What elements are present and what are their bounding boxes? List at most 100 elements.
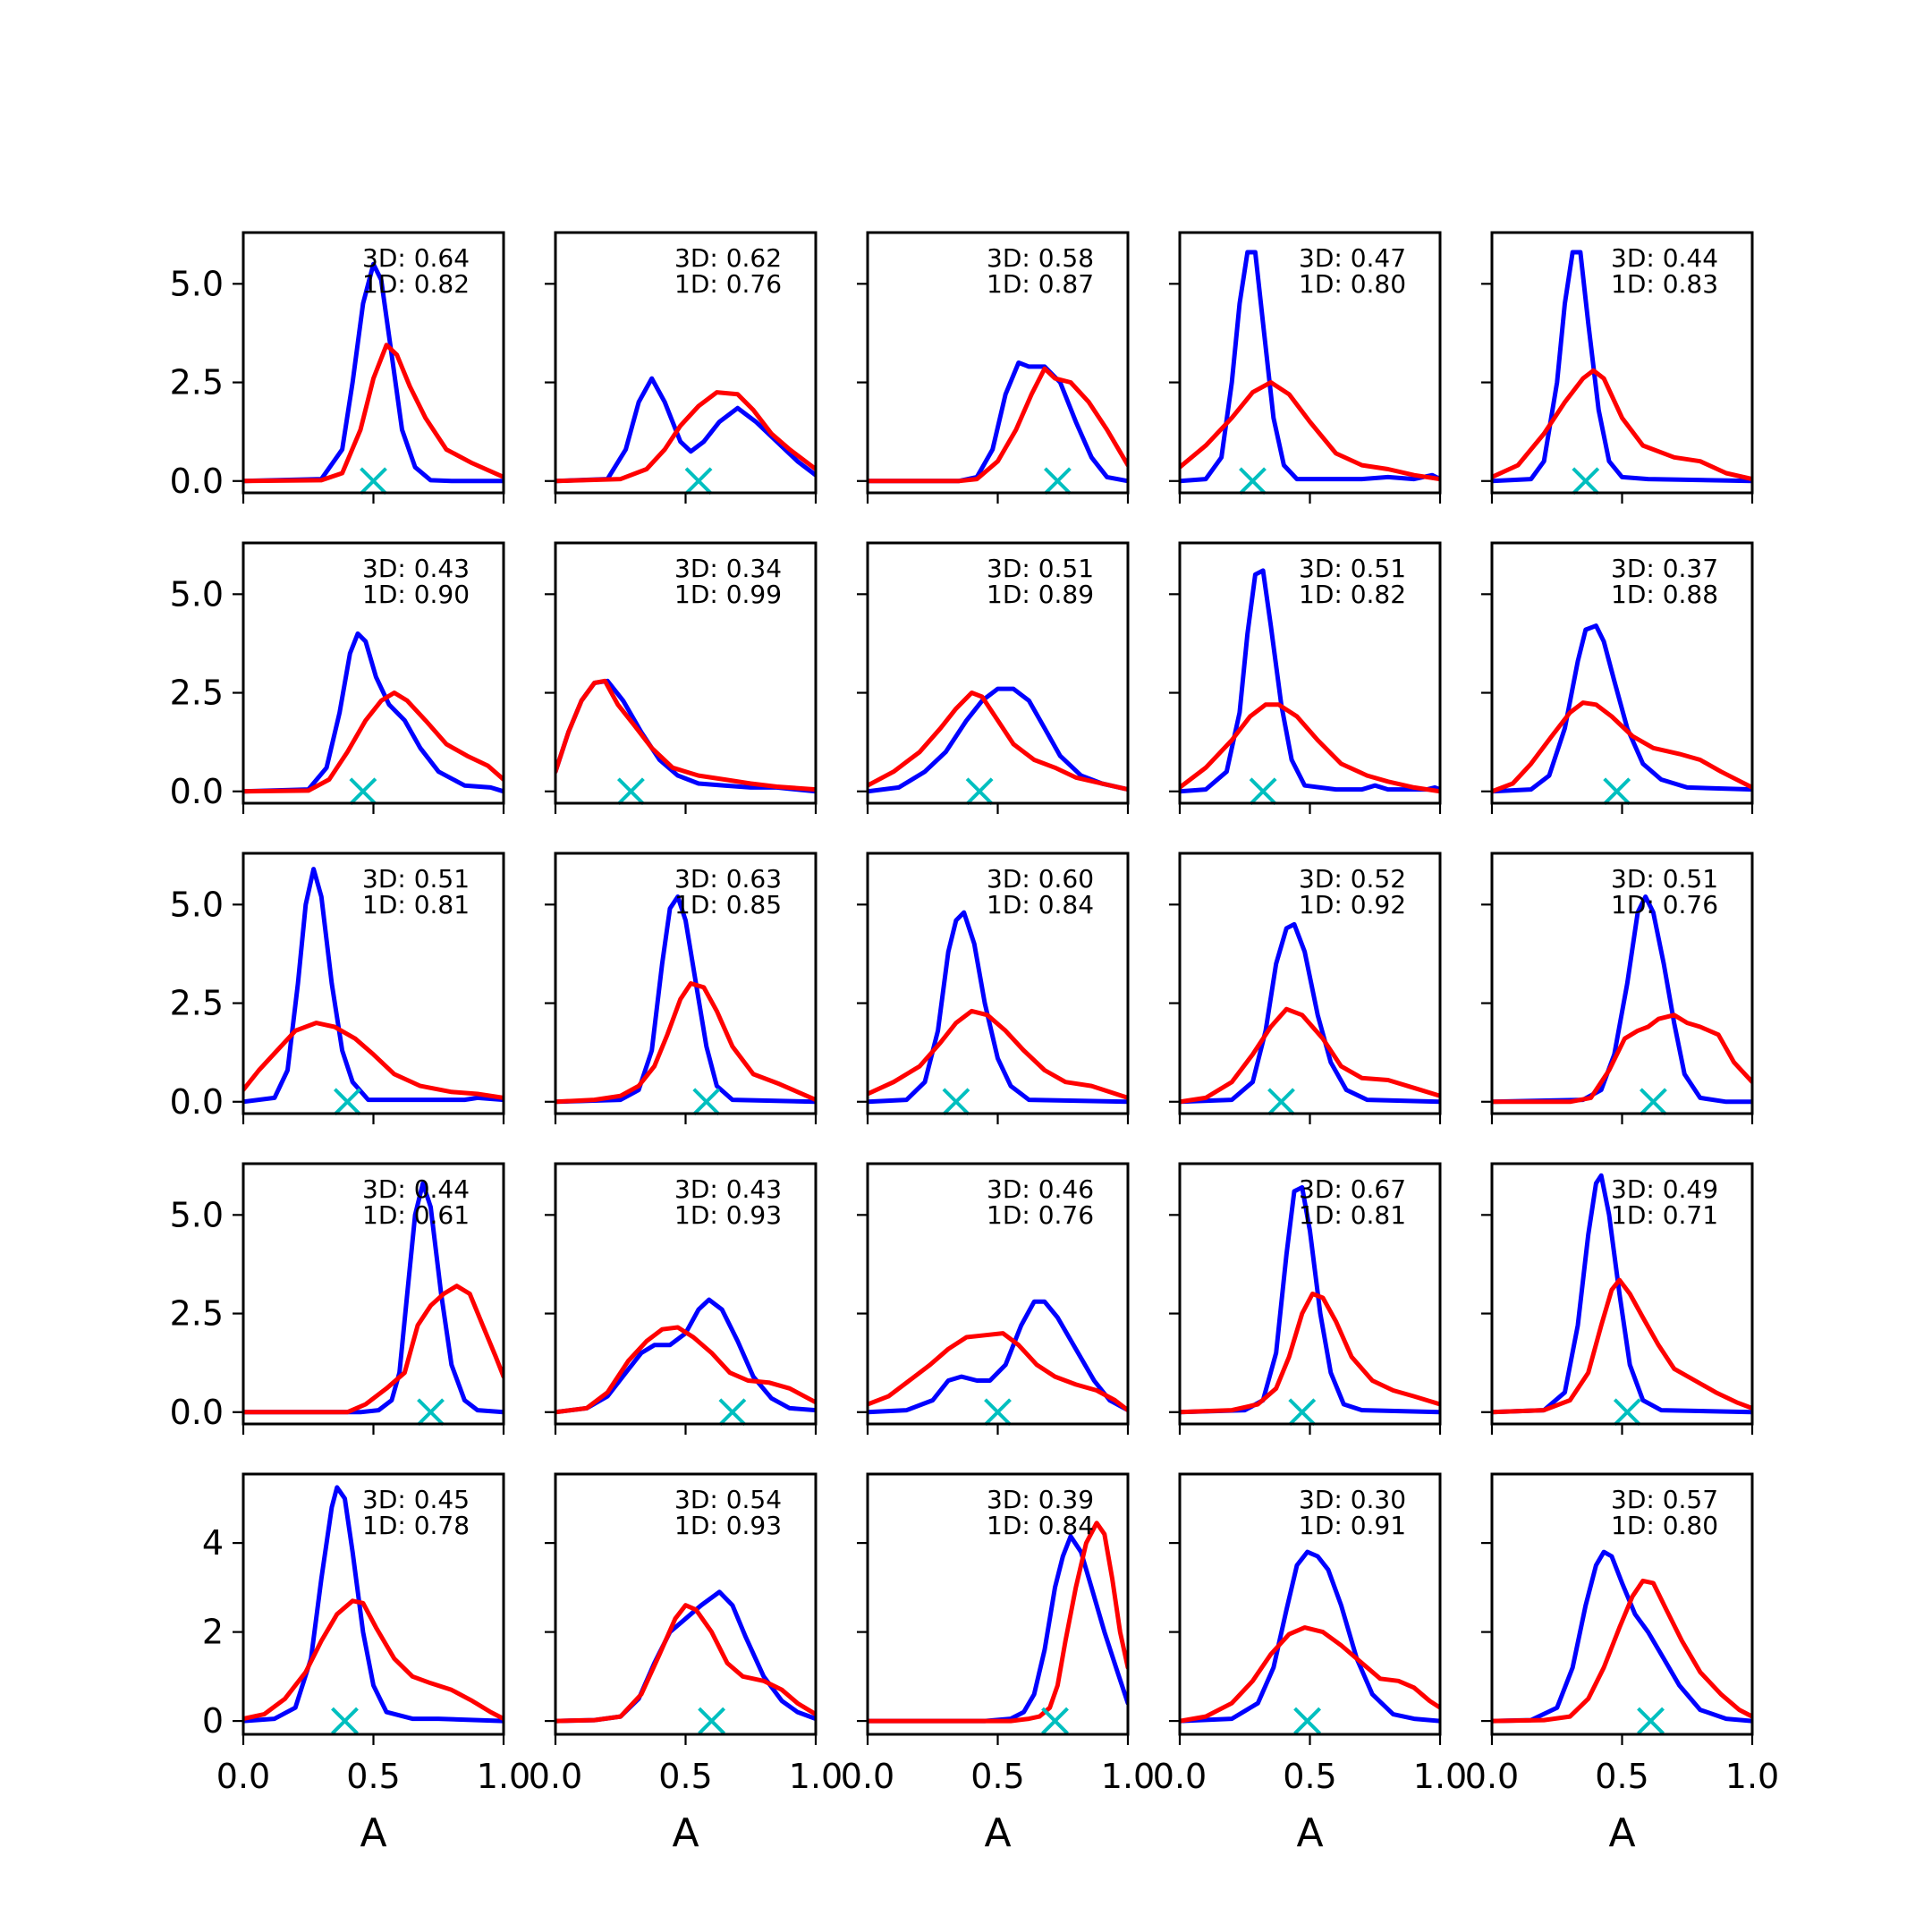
true-value-marker	[417, 1398, 445, 1427]
stat-3d: 3D: 0.34	[674, 554, 782, 583]
series-3d-line	[243, 261, 504, 484]
y-tick-label: 2.5	[170, 984, 224, 1023]
true-value-marker	[965, 777, 994, 806]
stat-3d: 3D: 0.57	[1611, 1485, 1718, 1514]
y-tick-label: 0	[202, 1701, 224, 1741]
x-axis-label: A	[1296, 1810, 1323, 1856]
stat-1d: 1D: 0.81	[1299, 1200, 1406, 1230]
curves	[555, 1589, 816, 1724]
series-1d-line	[868, 691, 1128, 792]
stat-3d: 3D: 0.49	[1611, 1174, 1718, 1204]
curves	[555, 376, 816, 484]
series-1d-line	[868, 1008, 1128, 1100]
y-tick-label: 2.5	[170, 1294, 224, 1334]
series-1d-line	[1492, 1578, 1752, 1724]
stat-3d: 3D: 0.51	[1611, 864, 1718, 894]
stat-1d: 1D: 0.91	[1299, 1511, 1406, 1540]
stat-3d: 3D: 0.64	[362, 243, 470, 273]
series-1d-line	[243, 343, 504, 484]
series-3d-line	[243, 1181, 504, 1415]
series-1d-line	[555, 390, 816, 484]
series-1d-line	[1180, 1292, 1440, 1415]
stat-1d: 1D: 0.90	[362, 580, 470, 609]
true-value-marker	[1288, 1398, 1317, 1427]
series-3d-line	[243, 631, 504, 794]
stat-1d: 1D: 0.61	[362, 1200, 470, 1230]
stat-1d: 1D: 0.81	[362, 890, 470, 919]
curves	[1180, 921, 1440, 1105]
true-value-marker	[1572, 467, 1600, 496]
true-value-marker	[360, 467, 387, 496]
series-1d-line	[1492, 1013, 1752, 1105]
y-tick-label: 5.0	[170, 1195, 224, 1234]
stat-3d: 3D: 0.63	[674, 864, 782, 894]
true-value-marker	[1041, 1707, 1069, 1735]
y-tick-label: 2.5	[170, 674, 224, 713]
stat-1d: 1D: 0.80	[1299, 269, 1406, 299]
series-3d-line	[243, 1485, 504, 1724]
series-1d-line	[243, 1598, 504, 1722]
series-1d-line	[1180, 380, 1440, 482]
x-axis-label: A	[1608, 1810, 1635, 1856]
true-value-marker	[333, 1088, 361, 1116]
true-value-marker	[698, 1707, 726, 1735]
stat-1d: 1D: 0.78	[362, 1511, 470, 1540]
series-1d-line	[868, 366, 1128, 484]
true-value-marker	[718, 1398, 747, 1427]
stat-1d: 1D: 0.93	[674, 1200, 782, 1230]
curves	[243, 261, 504, 484]
curves	[868, 686, 1128, 794]
series-1d-line	[243, 1284, 504, 1415]
series-1d-line	[1492, 700, 1752, 794]
series-1d-line	[243, 1021, 504, 1100]
stat-1d: 1D: 0.93	[674, 1511, 782, 1540]
stat-1d: 1D: 0.84	[987, 1511, 1094, 1540]
series-3d-line	[1492, 894, 1752, 1105]
curves	[868, 910, 1128, 1105]
y-tick-label: 2.5	[170, 363, 224, 402]
x-tick-label: 1.0	[789, 1757, 843, 1796]
x-tick-label: 0.0	[216, 1757, 270, 1796]
x-tick-label: 0.0	[529, 1757, 582, 1796]
series-3d-line	[1492, 1173, 1752, 1415]
stat-1d: 1D: 0.99	[674, 580, 782, 609]
stat-1d: 1D: 0.87	[987, 269, 1094, 299]
y-tick-label: 5.0	[170, 885, 224, 924]
true-value-marker	[1637, 1707, 1665, 1735]
stat-3d: 3D: 0.67	[1299, 1174, 1406, 1204]
true-value-marker	[1293, 1707, 1322, 1735]
y-tick-label: 4	[202, 1523, 224, 1563]
x-tick-label: 0.5	[1283, 1757, 1336, 1796]
curves	[555, 1297, 816, 1415]
y-tick-label: 0.0	[170, 1393, 224, 1432]
stat-3d: 3D: 0.47	[1299, 243, 1406, 273]
series-1d-line	[555, 1325, 816, 1415]
stat-3d: 3D: 0.37	[1611, 554, 1718, 583]
stat-1d: 1D: 0.80	[1611, 1511, 1718, 1540]
y-tick-label: 5.0	[170, 574, 224, 614]
curves	[868, 360, 1128, 484]
true-value-marker	[616, 777, 645, 806]
stat-3d: 3D: 0.60	[987, 864, 1094, 894]
y-tick-label: 0.0	[170, 772, 224, 811]
curves	[1492, 1549, 1752, 1724]
curves	[555, 678, 816, 794]
series-1d-line	[555, 678, 816, 792]
series-1d-line	[1180, 702, 1440, 794]
series-1d-line	[868, 1331, 1128, 1413]
stat-1d: 1D: 0.85	[674, 890, 782, 919]
x-tick-label: 0.5	[1595, 1757, 1648, 1796]
stat-1d: 1D: 0.76	[987, 1200, 1094, 1230]
stat-3d: 3D: 0.45	[362, 1485, 470, 1514]
series-3d-line	[555, 1297, 816, 1415]
